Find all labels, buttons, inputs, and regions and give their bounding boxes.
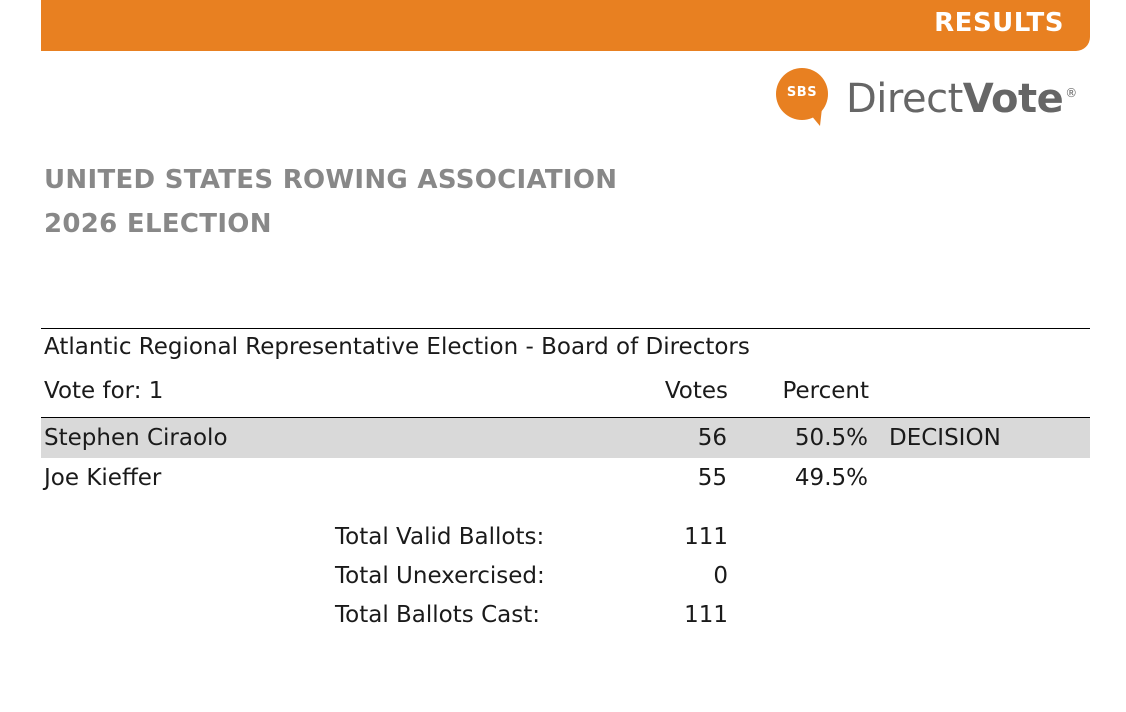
total-value: 111: [684, 524, 728, 550]
logo-mark-text: SBS: [786, 85, 818, 100]
logo-word-light: Direct: [846, 76, 963, 122]
organization-name: UNITED STATES ROWING ASSOCIATION: [44, 165, 618, 195]
banner-title: RESULTS: [934, 8, 1064, 38]
sbs-speech-bubble-icon: [776, 68, 828, 126]
candidate-votes: 55: [697, 465, 727, 491]
total-valid-ballots-row: Total Valid Ballots: 111: [0, 524, 1126, 560]
results-banner: RESULTS: [41, 0, 1090, 51]
logo-word-bold: Vote: [962, 76, 1064, 122]
total-value: 0: [713, 563, 728, 589]
organization-title: UNITED STATES ROWING ASSOCIATION 2026 EL…: [44, 158, 617, 246]
logo-wordmark: DirectVote ®: [846, 76, 1077, 122]
total-label: Total Valid Ballots:: [335, 524, 545, 550]
percent-column-header: Percent: [782, 378, 869, 404]
vote-for-label: Vote for: 1: [44, 378, 164, 404]
directvote-logo: SBS DirectVote ®: [776, 68, 1077, 130]
race-title: Atlantic Regional Representative Electio…: [44, 334, 750, 360]
candidate-name: Joe Kieffer: [44, 465, 162, 491]
total-label: Total Ballots Cast:: [335, 602, 540, 628]
total-value: 111: [684, 602, 728, 628]
candidate-name: Stephen Ciraolo: [44, 425, 228, 451]
candidate-percent: 50.5%: [794, 425, 868, 451]
divider-top: [41, 328, 1090, 329]
candidate-row: Joe Kieffer 55 49.5%: [41, 458, 1090, 498]
election-name: 2026 ELECTION: [44, 209, 272, 239]
decision-label: DECISION: [889, 425, 1001, 451]
results-header-row: Vote for: 1 Votes Percent: [0, 378, 1126, 412]
candidate-votes: 56: [697, 425, 727, 451]
candidate-percent: 49.5%: [794, 465, 868, 491]
registered-mark: ®: [1065, 86, 1077, 100]
candidate-row: Stephen Ciraolo 56 50.5% DECISION: [41, 418, 1090, 458]
votes-column-header: Votes: [664, 378, 728, 404]
total-label: Total Unexercised:: [335, 563, 545, 589]
divider-header: [41, 417, 1090, 418]
total-unexercised-row: Total Unexercised: 0: [0, 563, 1126, 599]
total-ballots-cast-row: Total Ballots Cast: 111: [0, 602, 1126, 638]
